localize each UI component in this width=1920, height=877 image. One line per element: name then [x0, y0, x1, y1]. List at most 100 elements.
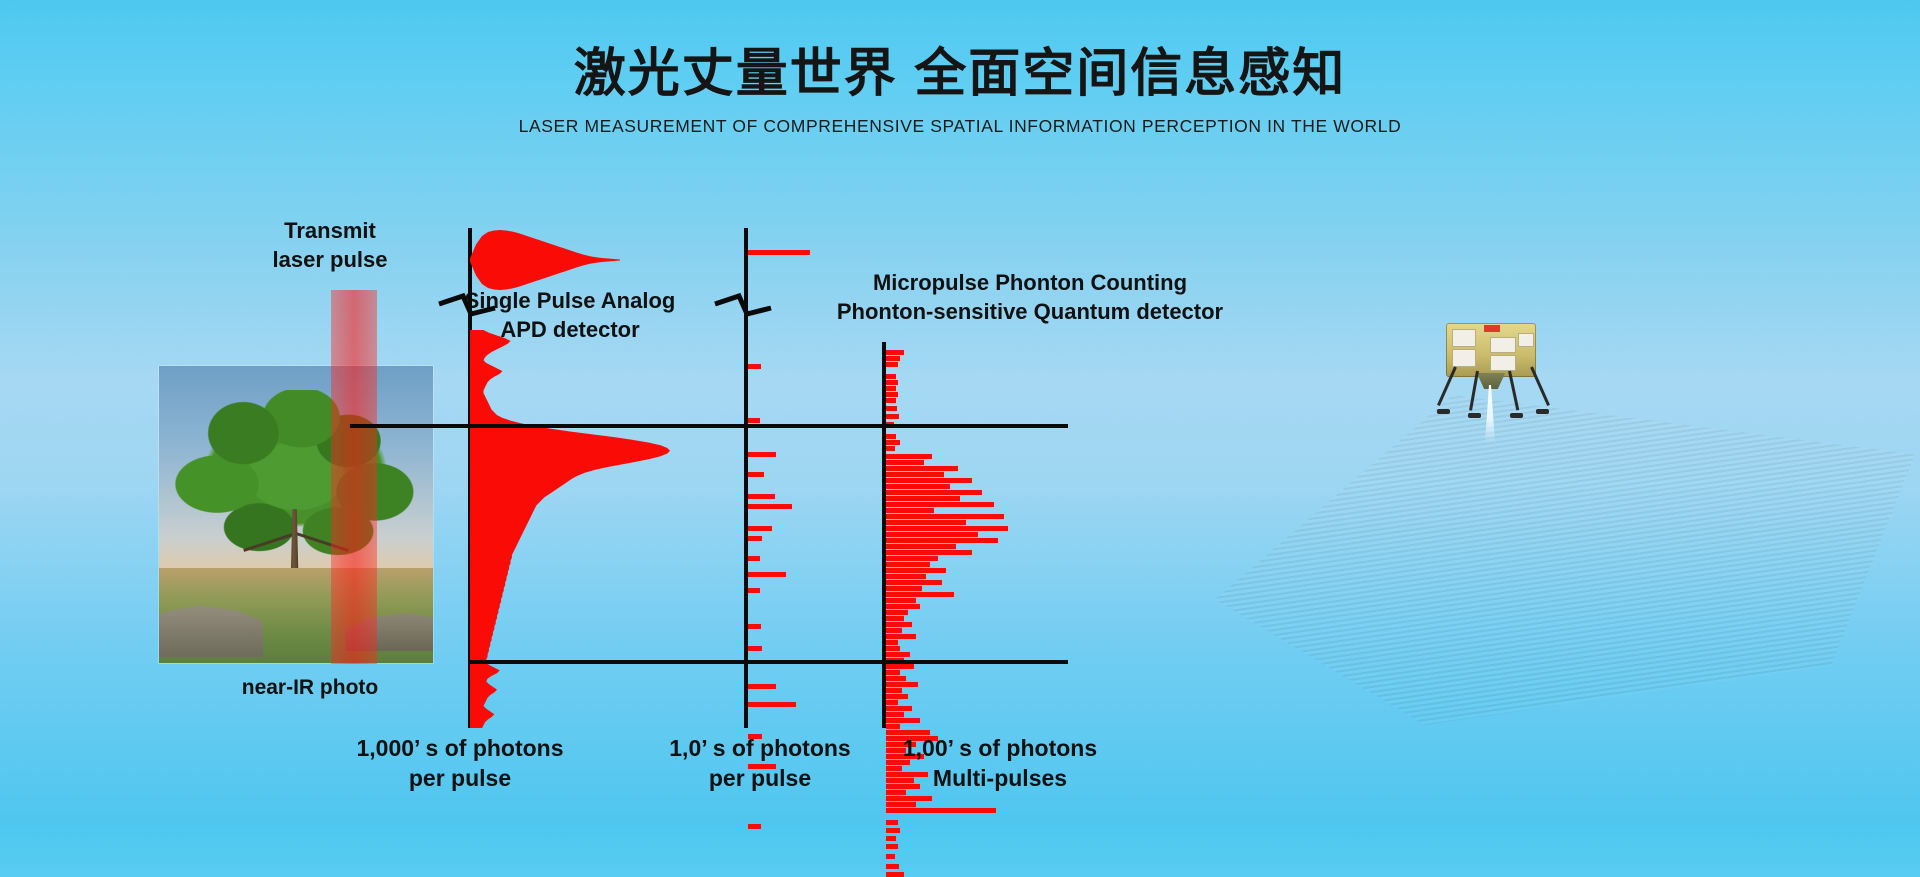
- stone-wall-left: [159, 605, 264, 658]
- histogram-bar: [886, 864, 899, 869]
- terrain-scanline-texture: [1215, 395, 1915, 725]
- lander-panel-1: [1452, 329, 1476, 347]
- histogram-bar: [886, 700, 898, 705]
- histogram-bar: [886, 484, 950, 489]
- poster-canvas: 激光丈量世界 全面空间信息感知 LASER MEASUREMENT OF COM…: [0, 46, 1920, 877]
- tree-trunk: [289, 508, 300, 622]
- histogram-bar: [886, 628, 902, 633]
- laser-beam-overlay: [331, 290, 377, 664]
- lunar-lander: [1432, 323, 1550, 443]
- histogram-bar: [886, 748, 906, 753]
- axis-break-marker-middle: [713, 286, 772, 330]
- histogram-bar: [886, 392, 898, 397]
- quantum-detector-label-line1: Micropulse Phonton Counting: [872, 270, 1188, 295]
- histogram-bar: [886, 646, 900, 651]
- apd-detector-label-line2: APD detector: [500, 317, 640, 342]
- near-ir-photo: [159, 366, 433, 663]
- lidar-terrain-model: [1215, 395, 1915, 725]
- caption-1-line2: per pulse: [408, 765, 512, 791]
- histogram-bar: [748, 588, 760, 593]
- histogram-bar: [886, 688, 902, 693]
- histogram-bar: [886, 362, 898, 367]
- quantum-detector-label-line2: Phonton-sensitive Quantum detector: [836, 299, 1224, 324]
- lander-foot-1: [1437, 409, 1450, 414]
- histogram-bar: [748, 702, 796, 707]
- histogram-bar: [748, 734, 762, 739]
- histogram-bar: [886, 742, 916, 747]
- histogram-bar: [886, 440, 900, 445]
- histogram-bar: [886, 556, 938, 561]
- histogram-bar: [886, 380, 898, 385]
- histogram-bar: [748, 646, 762, 651]
- histogram-bar: [886, 754, 924, 759]
- lander-panel-4: [1490, 355, 1516, 371]
- histogram-bar: [886, 580, 942, 585]
- histogram-bar: [886, 854, 895, 859]
- histogram-bar: [886, 718, 920, 723]
- histogram-bar: [886, 778, 914, 783]
- histogram-bar: [886, 802, 916, 807]
- histogram-bar: [886, 350, 904, 355]
- lander-engine-skirt: [1476, 373, 1506, 389]
- histogram-bar: [886, 616, 904, 621]
- histogram-bar: [886, 514, 1004, 519]
- histogram-bar: [886, 592, 954, 597]
- near-ir-photo-label: near-IR photo: [241, 676, 379, 699]
- histogram-bar: [886, 586, 922, 591]
- micropulse-sparse-histogram: [748, 236, 908, 829]
- histogram-bar: [886, 508, 934, 513]
- histogram-bar: [748, 526, 772, 531]
- histogram-bar: [886, 784, 920, 789]
- histogram-bar: [886, 386, 896, 391]
- histogram-bar: [748, 504, 792, 509]
- histogram-bar: [886, 466, 958, 471]
- histogram-bar: [886, 676, 906, 681]
- histogram-bar: [748, 472, 764, 477]
- histogram-bar: [886, 544, 956, 549]
- histogram-bar: [886, 398, 896, 403]
- histogram-bar: [886, 682, 918, 687]
- apd-detector-label-line1: Single Pulse Analog: [464, 288, 676, 313]
- histogram-bar: [886, 478, 972, 483]
- lander-foot-3: [1510, 413, 1523, 418]
- apd-analog-waveform: [470, 330, 670, 728]
- histogram-bar: [886, 460, 924, 465]
- histogram-bar: [886, 610, 908, 615]
- histogram-bar: [886, 634, 916, 639]
- caption-2-line1: 1,0’ s of photons: [669, 735, 851, 761]
- lander-flag-marking: [1484, 325, 1500, 332]
- histogram-bar: [886, 568, 946, 573]
- page-title: 激光丈量世界 全面空间信息感知: [573, 45, 1347, 103]
- histogram-bar: [748, 824, 761, 829]
- histogram-bar: [886, 766, 902, 771]
- lander-panel-5: [1518, 333, 1534, 347]
- histogram-bar: [886, 414, 899, 419]
- histogram-bar: [748, 452, 776, 457]
- histogram-bar: [748, 624, 761, 629]
- histogram-bar: [748, 250, 810, 255]
- histogram-bar: [886, 694, 908, 699]
- chart2-axis: [744, 228, 748, 728]
- histogram-bar: [886, 736, 938, 741]
- histogram-bar: [886, 844, 898, 849]
- lander-foot-2: [1468, 413, 1481, 418]
- histogram-bar: [886, 836, 896, 841]
- histogram-bar: [886, 562, 930, 567]
- histogram-bar: [748, 764, 776, 769]
- page-header: 激光丈量世界 全面空间信息感知 LASER MEASUREMENT OF COM…: [0, 46, 1920, 137]
- histogram-bar: [886, 490, 982, 495]
- histogram-bar: [886, 828, 900, 833]
- histogram-bar: [886, 760, 910, 765]
- histogram-bar: [886, 790, 906, 795]
- histogram-bar: [886, 772, 928, 777]
- histogram-bar: [748, 684, 776, 689]
- histogram-bar: [886, 356, 900, 361]
- histogram-bar: [886, 472, 944, 477]
- histogram-bar: [748, 364, 761, 369]
- histogram-bar: [886, 574, 926, 579]
- histogram-bar: [886, 712, 904, 717]
- histogram-bar: [748, 494, 775, 499]
- ground-reference-line: [350, 424, 1068, 428]
- histogram-bar: [886, 598, 916, 603]
- engine-plume: [1485, 385, 1495, 443]
